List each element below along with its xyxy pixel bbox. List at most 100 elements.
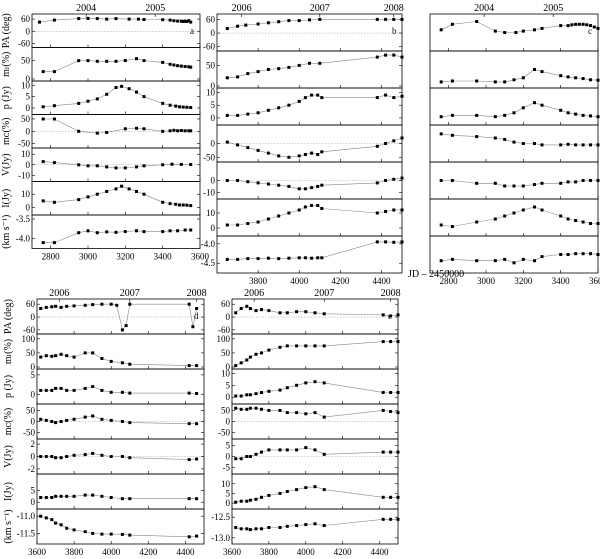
data-point: [322, 452, 326, 456]
x-tick-label: 3800: [65, 547, 84, 557]
data-point: [521, 208, 525, 212]
row-label: p (Jy): [1, 86, 12, 109]
series-line: [40, 415, 197, 425]
subplot-a-5: 100: [21, 181, 201, 216]
data-point: [52, 104, 56, 108]
data-point: [52, 70, 56, 74]
subplot-c-2: [429, 87, 600, 126]
data-point: [297, 99, 301, 103]
data-point: [392, 17, 396, 21]
data-point: [278, 408, 282, 412]
data-point: [120, 84, 124, 88]
data-point: [54, 386, 58, 390]
data-point: [266, 108, 270, 112]
data-point: [105, 190, 109, 193]
data-point: [559, 143, 563, 147]
data-point: [44, 418, 48, 422]
row-label: p (Jy): [3, 375, 14, 398]
data-point: [172, 63, 176, 67]
data-point: [123, 59, 127, 63]
data-point: [225, 76, 229, 80]
data-point: [100, 532, 104, 536]
data-point: [304, 381, 308, 385]
data-point: [65, 526, 69, 530]
data-point: [297, 208, 301, 212]
data-point: [256, 181, 260, 185]
data-point: [234, 394, 238, 398]
data-point: [72, 453, 76, 457]
y-tick-label: 0: [31, 362, 36, 372]
data-point: [77, 101, 81, 105]
data-point: [260, 407, 263, 411]
data-point: [109, 302, 113, 306]
epoch-label: 2008: [381, 288, 401, 299]
subplot-c-3: [429, 124, 600, 163]
y-tick-label: 5: [26, 92, 31, 102]
data-point: [109, 496, 113, 499]
series-line: [441, 133, 598, 146]
series-line: [235, 305, 399, 317]
data-point: [246, 146, 250, 150]
data-point: [381, 408, 385, 412]
series-line: [441, 69, 599, 83]
data-point: [185, 203, 189, 207]
row-label: V(Jy): [3, 445, 14, 468]
data-point: [574, 219, 578, 222]
data-point: [181, 105, 185, 109]
series-line: [227, 19, 402, 29]
data-point: [41, 160, 45, 164]
data-point: [95, 97, 99, 101]
panel-letter: a: [190, 26, 194, 36]
data-point: [260, 527, 263, 531]
y-tick-label: 50: [21, 56, 31, 66]
y-tick-label: 10: [221, 479, 231, 489]
data-point: [225, 223, 229, 227]
data-point: [533, 259, 536, 263]
subplot-frame: [36, 333, 205, 370]
data-point: [225, 257, 229, 261]
data-point: [225, 179, 229, 182]
data-point: [187, 458, 191, 462]
panel-letter: b: [392, 26, 397, 36]
data-point: [59, 386, 63, 390]
data-point: [236, 143, 240, 147]
data-point: [540, 26, 544, 30]
data-point: [248, 307, 252, 310]
data-point: [533, 142, 536, 145]
data-point: [400, 17, 404, 21]
y-tick-label: 0: [226, 362, 231, 372]
y-tick-label: 0: [226, 452, 231, 462]
data-point: [566, 217, 570, 221]
y-tick-label: -4.0: [16, 234, 31, 244]
data-point: [142, 95, 146, 99]
subplot-b-3: 0-50: [203, 124, 404, 163]
data-point: [589, 179, 592, 182]
data-point: [396, 340, 400, 344]
data-point: [375, 181, 379, 185]
data-point: [59, 456, 63, 460]
data-point: [559, 253, 563, 256]
series-line: [235, 518, 398, 530]
data-point: [439, 80, 443, 84]
y-tick-label: 5: [211, 100, 216, 110]
data-point: [142, 192, 146, 196]
data-point: [95, 131, 99, 135]
data-point: [135, 165, 138, 169]
y-tick-label: 0: [31, 389, 36, 399]
data-point: [95, 231, 99, 235]
data-point: [86, 164, 90, 168]
data-point: [439, 259, 443, 263]
data-point: [493, 181, 497, 185]
y-tick-label: 5: [226, 380, 231, 390]
data-point: [260, 351, 263, 355]
data-point: [39, 355, 43, 359]
y-tick-label: -12.5: [211, 512, 230, 522]
data-point: [396, 495, 400, 499]
shared-x-axis-label: JD – 2450000: [408, 269, 464, 280]
data-point: [50, 518, 54, 522]
data-point: [559, 108, 563, 112]
data-point: [91, 351, 95, 355]
data-point: [39, 388, 43, 392]
data-point: [246, 112, 250, 116]
data-point: [295, 524, 299, 527]
